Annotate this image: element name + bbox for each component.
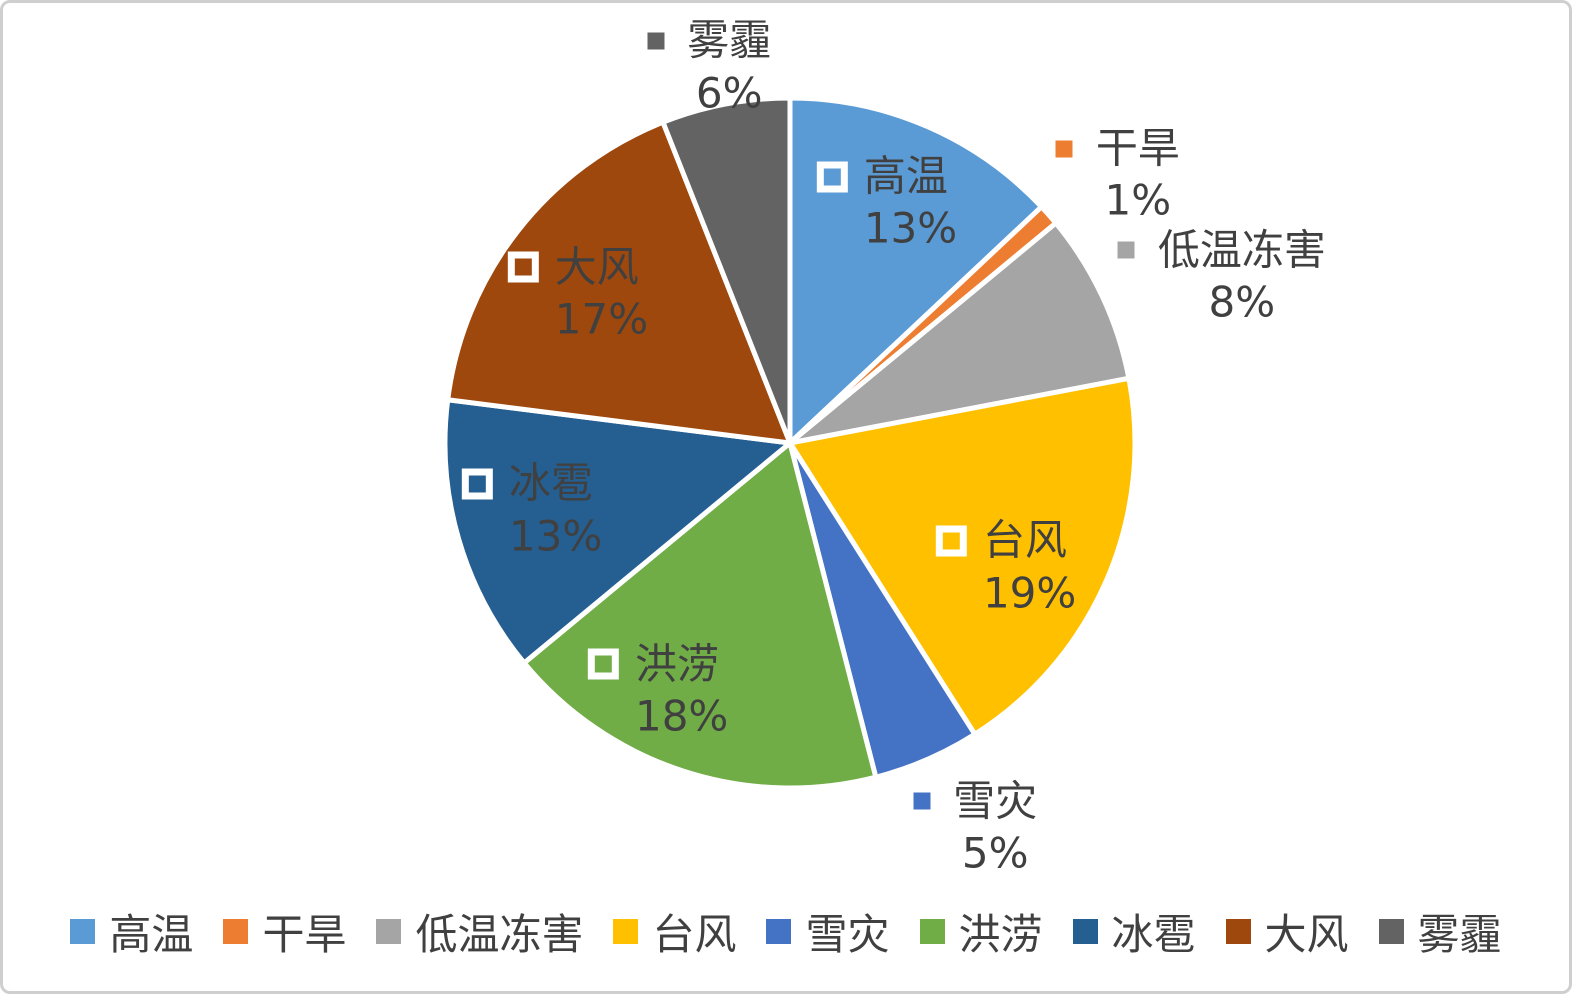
data-label-0: 高温 13% — [816, 150, 958, 255]
legend-item-1: 干旱 — [223, 901, 346, 962]
label-legend-key-icon — [906, 785, 938, 817]
data-label-5: 洪涝 18% — [587, 638, 729, 743]
label-category-name: 低温冻害 — [1157, 225, 1326, 275]
label-percent-value: 1% — [1104, 175, 1172, 225]
legend-item-label: 台风 — [652, 909, 737, 959]
pie-slice-3 — [785, 375, 1138, 738]
label-legend-key-icon — [507, 251, 539, 283]
label-legend-key-icon — [640, 25, 672, 57]
label-legend-key-icon — [935, 525, 967, 557]
pie-slice-5 — [520, 438, 879, 791]
data-label-7: 大风 17% — [507, 241, 649, 346]
label-category-name: 冰雹 — [508, 458, 593, 508]
label-category-name: 台风 — [982, 515, 1067, 565]
label-legend-key-icon — [1110, 234, 1142, 266]
legend-swatch-icon — [1378, 918, 1404, 944]
data-label-8: 雾霾 6% — [640, 15, 771, 120]
pie-chart — [442, 95, 1138, 791]
label-category-name: 大风 — [554, 242, 639, 292]
label-legend-key-icon — [587, 648, 619, 680]
pie-slice-6 — [442, 396, 797, 667]
label-percent-value: 8% — [1208, 277, 1276, 327]
pie-slice-0 — [787, 95, 1046, 449]
pie-slice-8 — [659, 95, 793, 444]
legend-item-label: 雪灾 — [805, 909, 890, 959]
legend-item-label: 大风 — [1264, 909, 1349, 959]
data-label-2: 低温冻害 8% — [1110, 224, 1326, 329]
label-percent-value: 19% — [982, 568, 1077, 618]
legend-item-label: 低温冻害 — [415, 909, 584, 959]
label-legend-key-icon — [1048, 133, 1080, 165]
legend-swatch-icon — [919, 918, 945, 944]
legend-item-6: 冰雹 — [1072, 901, 1196, 962]
pie-slice-2 — [788, 219, 1132, 446]
data-label-6: 冰雹 13% — [461, 458, 603, 563]
legend: 高温 干旱 低温冻害 台风 雪灾 洪涝 冰雹 大风 雾霾 — [3, 899, 1569, 963]
legend-item-5: 洪涝 — [919, 901, 1043, 962]
label-percent-value: 13% — [508, 511, 603, 561]
legend-item-label: 洪涝 — [958, 909, 1043, 959]
legend-swatch-icon — [1225, 918, 1251, 944]
legend-swatch-icon — [613, 918, 639, 944]
label-category-name: 雾霾 — [687, 15, 772, 65]
legend-item-4: 雪灾 — [766, 901, 890, 962]
legend-item-3: 台风 — [613, 901, 736, 962]
label-legend-key-icon — [816, 161, 848, 193]
legend-item-label: 雾霾 — [1417, 909, 1502, 959]
label-category-name: 干旱 — [1095, 123, 1180, 173]
legend-item-0: 高温 — [70, 901, 193, 962]
label-legend-key-icon — [461, 468, 493, 500]
legend-swatch-icon — [376, 918, 402, 944]
data-label-4: 雪灾 5% — [906, 775, 1037, 880]
legend-item-2: 低温冻害 — [376, 901, 583, 962]
label-percent-value: 5% — [961, 828, 1029, 878]
legend-item-7: 大风 — [1225, 901, 1349, 962]
label-percent-value: 17% — [554, 294, 649, 344]
label-category-name: 洪涝 — [634, 639, 720, 689]
legend-item-label: 干旱 — [262, 909, 347, 959]
legend-item-label: 冰雹 — [1111, 909, 1196, 959]
legend-swatch-icon — [766, 918, 792, 944]
label-percent-value: 6% — [695, 68, 763, 118]
legend-swatch-icon — [1072, 918, 1098, 944]
data-label-1: 干旱 1% — [1048, 122, 1180, 227]
label-percent-value: 13% — [863, 203, 958, 253]
label-percent-value: 18% — [634, 691, 729, 741]
legend-swatch-icon — [70, 918, 96, 944]
label-category-name: 雪灾 — [953, 776, 1038, 826]
data-label-3: 台风 19% — [935, 515, 1077, 620]
label-category-name: 高温 — [863, 151, 948, 201]
pie-slice-7 — [444, 118, 794, 447]
legend-item-8: 雾霾 — [1378, 901, 1502, 962]
legend-swatch-icon — [223, 918, 249, 944]
legend-item-label: 高温 — [109, 909, 194, 959]
